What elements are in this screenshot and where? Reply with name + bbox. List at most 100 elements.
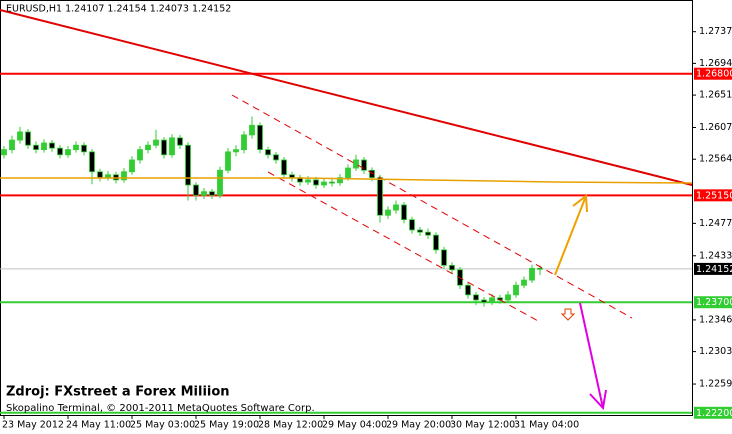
candle-body — [529, 267, 535, 281]
candle-body — [433, 234, 439, 251]
candle-body — [449, 264, 455, 271]
y-tick-label: 1.22590 — [699, 379, 732, 390]
candle-body — [265, 149, 271, 156]
orange-arrow — [554, 194, 588, 276]
y-tick-label: 1.23460 — [699, 314, 732, 325]
candle-body — [57, 147, 63, 156]
candle-body — [169, 137, 175, 156]
candle-body — [25, 131, 31, 146]
level-label-box — [694, 296, 732, 309]
level-label-box — [694, 67, 732, 80]
candle-body — [385, 209, 391, 216]
candle-body — [249, 124, 255, 136]
candle-body — [401, 204, 407, 221]
y-tick-label: 1.27370 — [699, 26, 732, 37]
y-tick-label: 1.25640 — [699, 154, 732, 165]
candle-body — [97, 171, 103, 179]
candle-body — [81, 144, 87, 153]
level-label: 1.26800 — [696, 69, 732, 80]
candle-body — [121, 171, 127, 181]
source-note: Zdroj: FXstreet a Forex Miliion — [6, 385, 230, 400]
orange-line — [0, 177, 693, 184]
level-label: 1.25150 — [696, 190, 732, 201]
candle-body — [393, 204, 399, 211]
candle-body — [289, 174, 295, 179]
candle-body — [1, 149, 7, 156]
candle-body — [177, 137, 183, 146]
candle-body — [41, 142, 47, 151]
x-tick-label: 31 May 04:00 — [514, 420, 579, 431]
candle-body — [473, 294, 479, 301]
candle-body — [481, 299, 487, 303]
candle-body — [73, 144, 79, 151]
x-tick-label: 29 May 20:00 — [386, 420, 451, 431]
candle-body — [353, 159, 359, 169]
candle-body — [537, 267, 543, 270]
candle-body — [217, 169, 223, 196]
y-tick-label: 1.26940 — [699, 58, 732, 69]
candle-body — [33, 144, 39, 151]
candle-body — [489, 297, 495, 303]
candle-body — [321, 181, 327, 186]
candle-body — [313, 179, 319, 186]
candle-body — [377, 177, 383, 216]
x-tick-label: 29 May 04:00 — [322, 420, 387, 431]
candle-body — [225, 151, 231, 171]
levels — [0, 72, 692, 414]
candle-body — [161, 139, 167, 156]
magenta-arrow — [579, 302, 607, 411]
candle-body — [409, 219, 415, 231]
candle-body — [345, 167, 351, 179]
candle-body — [65, 149, 71, 156]
candle-body — [521, 279, 527, 286]
channel-lower — [267, 171, 541, 323]
candle-body — [329, 181, 335, 184]
candle-body — [305, 179, 311, 183]
chart-title: EURUSD,H1 1.24107 1.24154 1.24073 1.2415… — [6, 4, 231, 15]
candle-body — [209, 191, 215, 196]
candle-body — [233, 149, 239, 153]
candle-body — [185, 144, 191, 186]
candle-body — [49, 142, 55, 149]
candle-body — [145, 144, 151, 151]
x-tick-label: 28 May 12:00 — [258, 420, 323, 431]
y-tick-label: 1.26510 — [699, 90, 732, 101]
level-label: 1.23700 — [696, 297, 732, 308]
level-label-box — [694, 406, 732, 419]
candle-body — [337, 177, 343, 184]
candle-body — [441, 249, 447, 266]
x-tick-label: 24 May 11:00 — [66, 420, 131, 431]
candle-body — [153, 139, 159, 146]
level-label-box — [694, 189, 732, 202]
channel-upper — [231, 94, 633, 319]
candle-body — [129, 159, 135, 173]
x-tick-label: 23 May 2012 — [2, 420, 64, 431]
candles — [1, 116, 543, 307]
y-tick-label: 1.23030 — [699, 346, 732, 357]
y-tick-label: 1.24770 — [699, 218, 732, 229]
candle-body — [241, 134, 247, 151]
x-tick-label: 25 May 19:00 — [194, 420, 259, 431]
candle-body — [105, 174, 111, 179]
candle-body — [425, 231, 431, 236]
x-tick-label: 25 May 03:00 — [130, 420, 195, 431]
level-label: 1.24152 — [696, 264, 732, 275]
y-tick-label: 1.26070 — [699, 122, 732, 133]
copyright: Skopalino Terminal, © 2001-2011 MetaQuot… — [6, 403, 315, 414]
down-marker — [560, 308, 576, 321]
candle-body — [361, 159, 367, 171]
candle-body — [257, 124, 263, 151]
y-tick-label: 1.24330 — [699, 250, 732, 261]
candle-body — [505, 294, 511, 301]
level-label-box — [694, 262, 732, 275]
candle-body — [273, 154, 279, 161]
candle-body — [193, 184, 199, 196]
level-label: 1.22200 — [696, 408, 732, 419]
candle-body — [137, 149, 143, 161]
candle-body — [281, 159, 287, 176]
candle-body — [17, 131, 23, 141]
candle-body — [89, 151, 95, 173]
candle-body — [417, 229, 423, 233]
